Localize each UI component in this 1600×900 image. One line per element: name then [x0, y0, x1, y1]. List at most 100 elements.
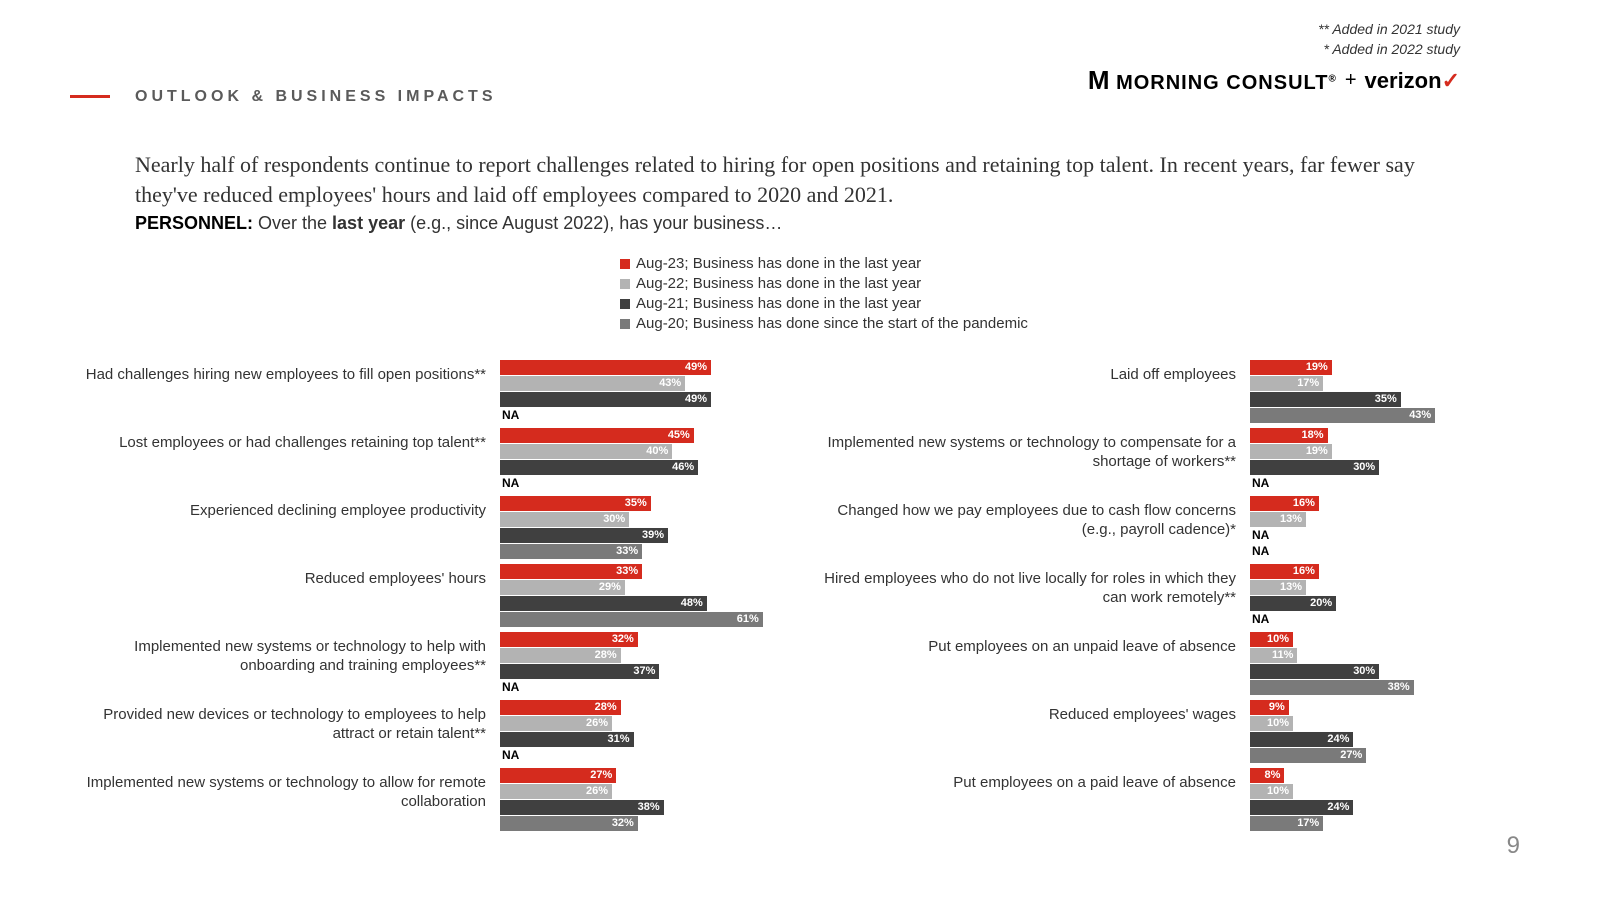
- bar: 46%: [500, 460, 698, 475]
- bar-row: 33%: [500, 564, 780, 579]
- bar: 18%: [1250, 428, 1328, 443]
- bar-value: 40%: [646, 444, 668, 459]
- bar: 13%: [1250, 580, 1306, 595]
- bar-row: 46%: [500, 460, 780, 475]
- na-label: NA: [1250, 612, 1269, 627]
- bar: 37%: [500, 664, 659, 679]
- na-label: NA: [500, 680, 519, 695]
- bar-row: 49%: [500, 360, 780, 375]
- bar-value: 30%: [603, 512, 625, 527]
- bar: 24%: [1250, 800, 1353, 815]
- bar-row: 19%: [1250, 444, 1530, 459]
- bar: 30%: [1250, 460, 1379, 475]
- bar: 27%: [1250, 748, 1366, 763]
- bar-row: 48%: [500, 596, 780, 611]
- bar-row: 27%: [1250, 748, 1530, 763]
- bar-row: 30%: [1250, 664, 1530, 679]
- bar-row: 13%: [1250, 580, 1530, 595]
- bar: 45%: [500, 428, 694, 443]
- bar-value: 16%: [1293, 496, 1315, 511]
- bar-row: 30%: [500, 512, 780, 527]
- bar: 9%: [1250, 700, 1289, 715]
- bar-row: 28%: [500, 700, 780, 715]
- bar-row: 35%: [1250, 392, 1530, 407]
- bar-group: 33%29%48%61%: [500, 564, 780, 628]
- chart-label: Lost employees or had challenges retaini…: [70, 428, 500, 453]
- bar-value: 39%: [642, 528, 664, 543]
- bar: 17%: [1250, 816, 1323, 831]
- bar-group: 32%28%37%NA: [500, 632, 780, 696]
- bar-group: 9%10%24%27%: [1250, 700, 1530, 764]
- bar: 33%: [500, 564, 642, 579]
- chart-label: Implemented new systems or technology to…: [70, 632, 500, 676]
- bar-value: 13%: [1280, 512, 1302, 527]
- bar-row: NA: [500, 408, 780, 423]
- chart-item: Experienced declining employee productiv…: [70, 496, 780, 560]
- bar-row: 39%: [500, 528, 780, 543]
- bar-value: 38%: [1388, 680, 1410, 695]
- bar: 28%: [500, 700, 621, 715]
- legend-label: Aug-22; Business has done in the last ye…: [636, 275, 921, 292]
- logo-row: M MORNING CONSULT® + verizon✓: [1088, 65, 1460, 96]
- legend-label: Aug-20; Business has done since the star…: [636, 315, 1028, 332]
- bar-value: 30%: [1353, 460, 1375, 475]
- bar: 32%: [500, 816, 638, 831]
- bar-group: 10%11%30%38%: [1250, 632, 1530, 696]
- bar: 19%: [1250, 360, 1332, 375]
- bar-row: 16%: [1250, 496, 1530, 511]
- question-lead: PERSONNEL:: [135, 213, 253, 233]
- bar-value: 26%: [586, 784, 608, 799]
- na-label: NA: [1250, 544, 1269, 559]
- legend: Aug-23; Business has done in the last ye…: [620, 255, 1028, 335]
- bar-value: 28%: [595, 648, 617, 663]
- plus-icon: +: [1345, 69, 1357, 92]
- bar-row: 29%: [500, 580, 780, 595]
- bar-row: 8%: [1250, 768, 1530, 783]
- chart-item: Laid off employees19%17%35%43%: [820, 360, 1530, 424]
- bar-value: 19%: [1306, 444, 1328, 459]
- na-label: NA: [1250, 528, 1269, 543]
- bar-row: 40%: [500, 444, 780, 459]
- na-label: NA: [500, 408, 519, 423]
- chart-label: Hired employees who do not live locally …: [820, 564, 1250, 608]
- red-dash-icon: [70, 95, 110, 98]
- legend-label: Aug-21; Business has done in the last ye…: [636, 295, 921, 312]
- bar-group: 28%26%31%NA: [500, 700, 780, 764]
- bar-row: 24%: [1250, 732, 1530, 747]
- chart-item: Reduced employees' wages9%10%24%27%: [820, 700, 1530, 764]
- bar-row: 18%: [1250, 428, 1530, 443]
- bar-value: 28%: [595, 700, 617, 715]
- legend-swatch: [620, 279, 630, 289]
- bar-value: 32%: [612, 816, 634, 831]
- bar: 10%: [1250, 716, 1293, 731]
- headline: Nearly half of respondents continue to r…: [135, 150, 1425, 209]
- bar-row: 24%: [1250, 800, 1530, 815]
- legend-swatch: [620, 259, 630, 269]
- chart-item: Changed how we pay employees due to cash…: [820, 496, 1530, 560]
- bar-row: 30%: [1250, 460, 1530, 475]
- bar-value: 30%: [1353, 664, 1375, 679]
- bar: 35%: [500, 496, 651, 511]
- bar-row: NA: [1250, 528, 1530, 543]
- bar: 35%: [1250, 392, 1401, 407]
- bar-value: 16%: [1293, 564, 1315, 579]
- bar-row: 33%: [500, 544, 780, 559]
- bar-group: 16%13%20%NA: [1250, 564, 1530, 628]
- bar-row: 16%: [1250, 564, 1530, 579]
- bar: 30%: [500, 512, 629, 527]
- legend-swatch: [620, 299, 630, 309]
- bar-value: 29%: [599, 580, 621, 595]
- bar-row: 17%: [1250, 816, 1530, 831]
- bar-value: 33%: [616, 544, 638, 559]
- section-title: OUTLOOK & BUSINESS IMPACTS: [135, 88, 497, 106]
- chart-item: Put employees on a paid leave of absence…: [820, 768, 1530, 832]
- bar-row: 32%: [500, 632, 780, 647]
- legend-item: Aug-23; Business has done in the last ye…: [620, 255, 1028, 272]
- chart-item: Had challenges hiring new employees to f…: [70, 360, 780, 424]
- chart-label: Provided new devices or technology to em…: [70, 700, 500, 744]
- bar-row: 17%: [1250, 376, 1530, 391]
- chart-label: Had challenges hiring new employees to f…: [70, 360, 500, 385]
- chart-item: Implemented new systems or technology to…: [70, 632, 780, 696]
- verizon-logo: verizon✓: [1365, 68, 1460, 94]
- bar-row: 28%: [500, 648, 780, 663]
